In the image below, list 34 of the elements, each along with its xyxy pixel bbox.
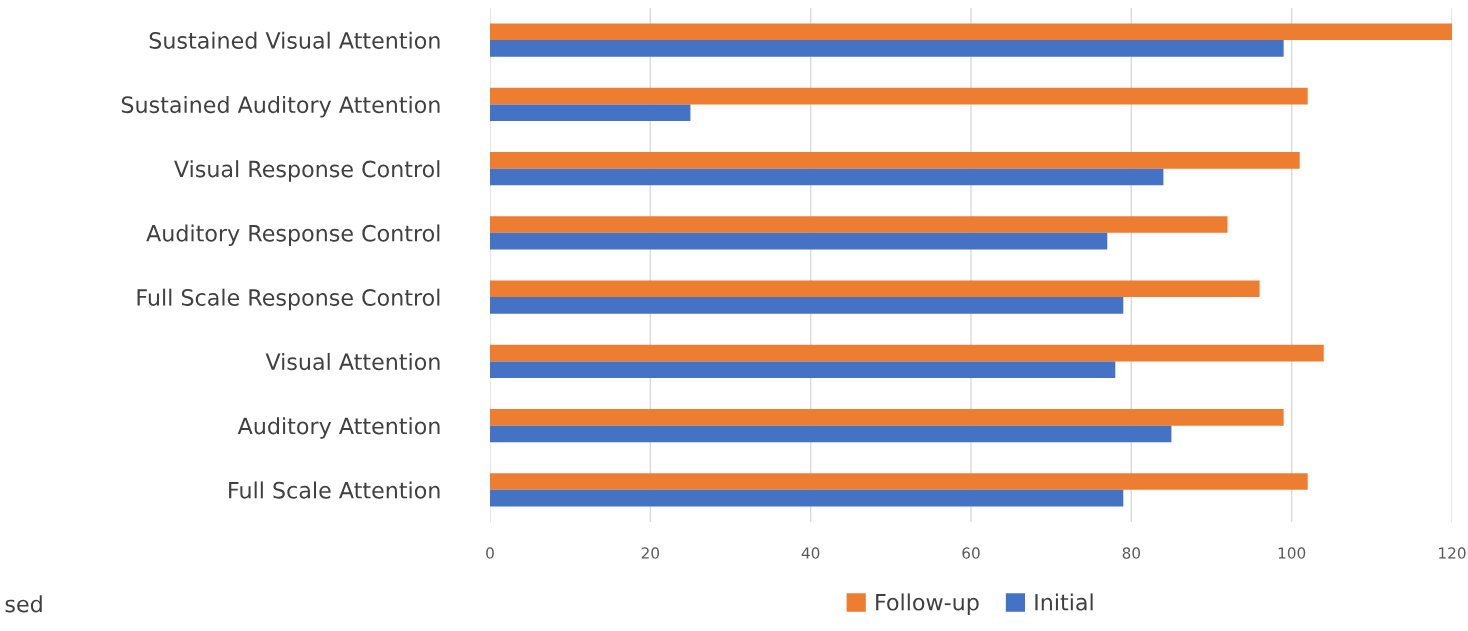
y-tick-label: Visual Attention	[265, 352, 440, 371]
x-tick-label: 20	[641, 547, 660, 559]
text: sed	[5, 595, 42, 613]
bar	[490, 168, 1164, 186]
bar	[490, 40, 1284, 57]
y-tick-label: Auditory Attention	[237, 417, 440, 439]
x-tick-label: 0	[486, 547, 494, 559]
y-tick-label: Auditory Response Control	[146, 224, 440, 246]
x-tick-label: 120	[1439, 547, 1466, 559]
x-tick-label: 80	[1122, 547, 1141, 559]
bar	[490, 408, 1284, 426]
x-tick-label: 40	[801, 547, 820, 559]
bar	[490, 361, 1116, 379]
bar	[490, 232, 1108, 250]
x-tick-label: 100	[1278, 547, 1306, 559]
bar	[490, 297, 1124, 314]
y-tick-label: Full Scale Attention	[229, 481, 440, 499]
bar	[490, 473, 1308, 490]
y-tick-label: Visual Response Control	[174, 160, 440, 182]
bar	[490, 23, 1452, 41]
legend-label: Initial	[1035, 593, 1093, 611]
bar	[490, 87, 1308, 105]
legend-label: Follow-up	[876, 593, 979, 615]
y-tick-label: Full Scale Response Control	[137, 288, 440, 311]
y-tick-label: Sustained Visual Attention	[149, 31, 440, 49]
y-tick-label: Sustained Auditory Attention	[121, 95, 440, 118]
bar	[490, 489, 1124, 507]
bar	[490, 280, 1260, 298]
bar	[490, 104, 691, 122]
bar	[490, 216, 1228, 233]
x-tick-label: 60	[962, 547, 980, 559]
bar	[490, 151, 1300, 169]
bar	[490, 344, 1324, 362]
bar	[490, 425, 1172, 443]
